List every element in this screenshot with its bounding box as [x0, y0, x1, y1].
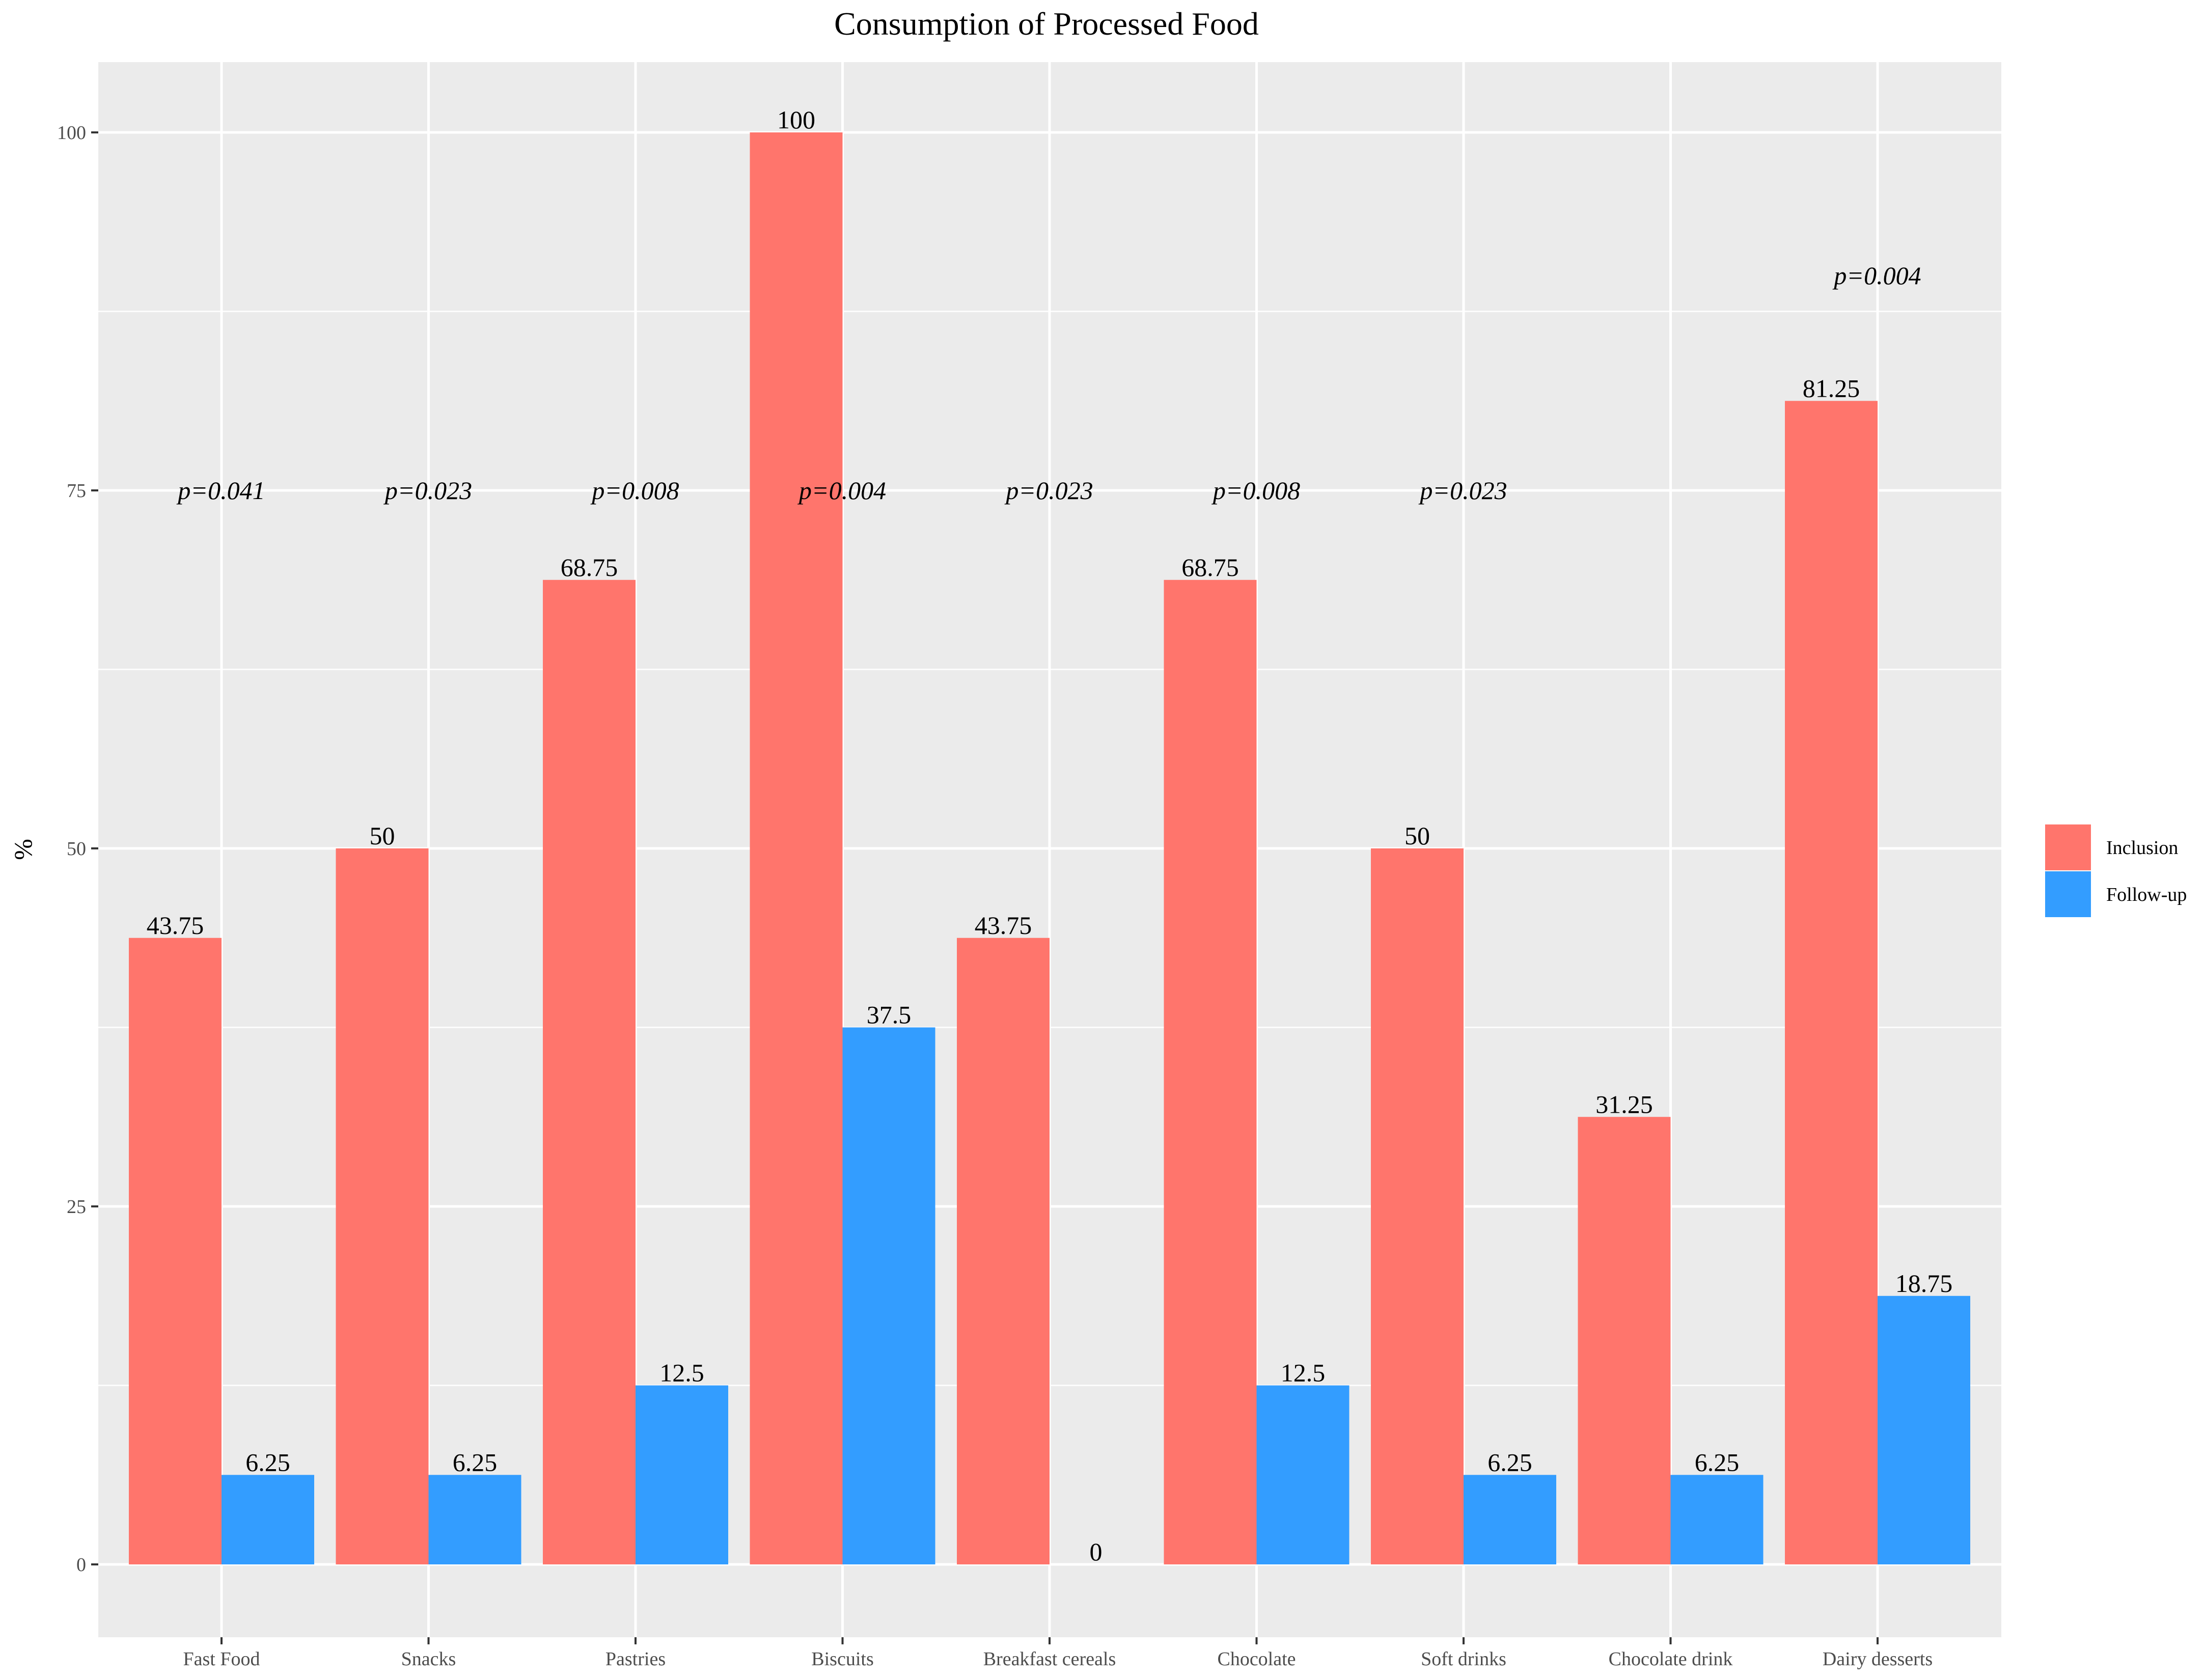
y-axis-title: %: [9, 839, 37, 860]
annotation-layer: p=0.041 p=0.023 p=0.008 p=0.004 p=0.023 p=0.0…: [176, 261, 1921, 505]
p-value-annotation: p=0.008: [590, 476, 679, 505]
legend-key-inclusion: [2045, 824, 2091, 870]
y-tick-label: 25: [67, 1196, 86, 1218]
data-label: 50: [1404, 821, 1430, 850]
y-tick-label: 50: [67, 838, 86, 860]
legend: Inclusion Follow-up: [2045, 824, 2187, 917]
y-tick-label: 0: [76, 1554, 86, 1576]
bar-layer: [129, 132, 1970, 1564]
bar-follow-up-7: [1464, 1475, 1556, 1564]
bar-follow-up-6: [1256, 1385, 1349, 1564]
chart-title: Consumption of Processed Food: [834, 6, 1259, 42]
x-tick-label: Chocolate: [1217, 1648, 1296, 1670]
data-label: 81.25: [1803, 374, 1860, 402]
bar-follow-up-3: [636, 1385, 728, 1564]
data-label: 31.25: [1595, 1090, 1653, 1118]
x-tick-label: Fast Food: [183, 1648, 260, 1670]
data-label: 37.5: [867, 1001, 912, 1029]
data-label: 68.75: [561, 553, 618, 582]
p-value-annotation: p=0.004: [1832, 261, 1921, 290]
axis-layer: 0 25 50 75 100 Fast Food Snacks Pastries Biscuit…: [57, 122, 1933, 1670]
bar-inclusion-5: [957, 938, 1050, 1564]
bar-inclusion-2: [336, 848, 429, 1564]
x-tick-label: Dairy desserts: [1823, 1648, 1933, 1670]
legend-label: Follow-up: [2106, 884, 2187, 905]
bar-inclusion-6: [1164, 580, 1257, 1564]
bar-follow-up-2: [428, 1475, 521, 1564]
bar-follow-up-9: [1878, 1296, 1970, 1564]
data-label: 6.25: [245, 1448, 290, 1476]
data-label: 68.75: [1181, 553, 1239, 582]
y-tick-label: 75: [67, 480, 86, 502]
bar-inclusion-3: [543, 580, 636, 1564]
p-value-annotation: p=0.023: [1418, 476, 1507, 505]
bar-inclusion-4: [750, 132, 843, 1564]
data-label: 12.5: [1281, 1359, 1326, 1387]
bar-inclusion-9: [1785, 401, 1878, 1564]
legend-key-follow-up: [2045, 871, 2091, 917]
bar-inclusion-1: [129, 938, 222, 1564]
data-label: 18.75: [1895, 1269, 1953, 1298]
data-label: 6.25: [1695, 1448, 1740, 1476]
p-value-annotation: p=0.008: [1211, 476, 1300, 505]
data-label: 43.75: [147, 911, 204, 940]
data-label: 50: [370, 821, 395, 850]
x-tick-label: Biscuits: [811, 1648, 873, 1670]
x-tick-label: Chocolate drink: [1609, 1648, 1733, 1670]
data-label: 6.25: [453, 1448, 498, 1476]
p-value-annotation: p=0.023: [1004, 476, 1093, 505]
data-label: 6.25: [1487, 1448, 1532, 1476]
data-label: 43.75: [975, 911, 1032, 940]
y-tick-label: 100: [57, 122, 86, 144]
bar-inclusion-7: [1371, 848, 1464, 1564]
bar-follow-up-1: [222, 1475, 314, 1564]
p-value-annotation: p=0.041: [176, 476, 265, 505]
data-label: 0: [1090, 1537, 1103, 1566]
x-tick-label: Soft drinks: [1421, 1648, 1506, 1670]
bar-follow-up-8: [1670, 1475, 1764, 1564]
x-tick-label: Breakfast cereals: [983, 1648, 1116, 1670]
data-label: 100: [777, 105, 815, 134]
p-value-annotation: p=0.004: [797, 476, 886, 505]
bar-follow-up-4: [842, 1027, 935, 1564]
value-label-layer: 43.75 50 68.75 100 43.75 68.75 50 31.25 81.25 6.2…: [147, 105, 1953, 1566]
x-tick-label: Snacks: [401, 1648, 456, 1670]
bar-inclusion-8: [1578, 1117, 1671, 1564]
p-value-annotation: p=0.023: [383, 476, 472, 505]
data-label: 12.5: [659, 1359, 704, 1387]
x-tick-label: Pastries: [605, 1648, 666, 1670]
legend-label: Inclusion: [2106, 837, 2178, 859]
